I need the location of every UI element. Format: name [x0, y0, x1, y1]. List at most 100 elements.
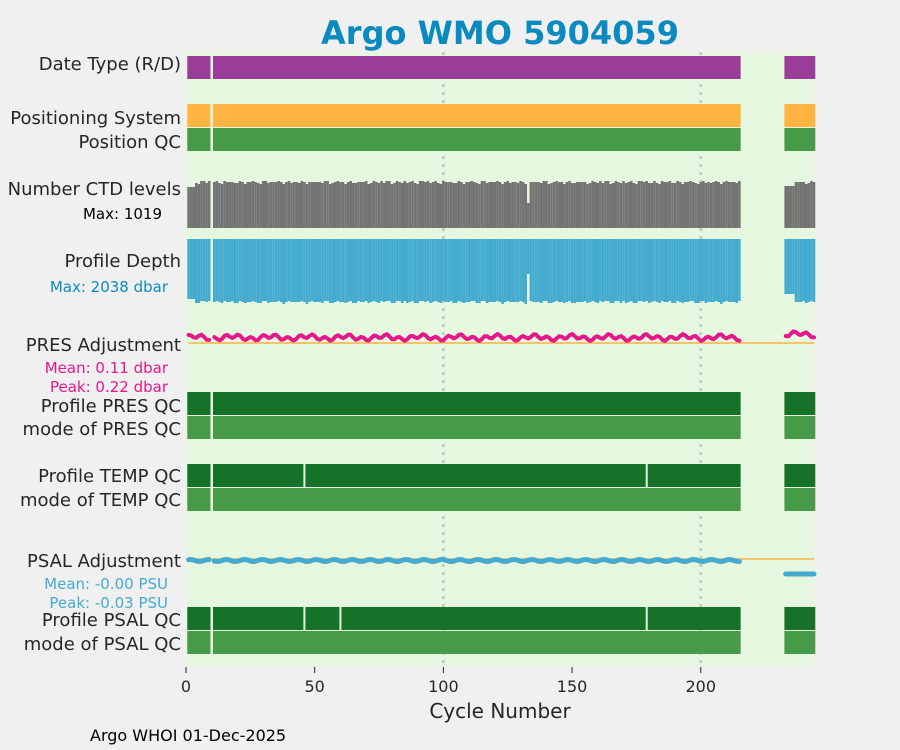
profile-bar [573, 239, 576, 303]
profile-bar [660, 181, 664, 228]
profile-bar [318, 239, 322, 302]
profile-bar [555, 239, 558, 301]
profile-bar [195, 239, 198, 303]
profile-bar [357, 182, 360, 228]
band-segment [187, 631, 211, 654]
series-profile-depth [187, 239, 816, 304]
profile-bar [385, 239, 389, 301]
profile-bar [511, 182, 515, 228]
profile-bar [516, 183, 520, 228]
adjustment-segment [186, 557, 212, 564]
profile-bar [408, 182, 412, 228]
profile-bar [382, 183, 386, 228]
band-segment [187, 607, 211, 630]
profile-bar [668, 181, 672, 228]
profile-bar [478, 239, 481, 303]
profile-bar [287, 239, 291, 301]
profile-bar [205, 239, 208, 302]
profile-bar [483, 181, 486, 228]
profile-bar [390, 239, 394, 303]
profile-bar [370, 183, 373, 228]
profile-bar [187, 239, 190, 299]
profile-bar [424, 239, 427, 302]
band-segment [784, 128, 816, 151]
profile-bar [452, 183, 455, 228]
profile-bar [673, 239, 677, 303]
profile-bar [426, 181, 430, 228]
profile-bar [676, 181, 679, 228]
profile-bar [310, 239, 314, 301]
profile-bar [285, 239, 288, 302]
profile-bar [707, 239, 710, 302]
profile-bar [346, 182, 350, 228]
profile-bar [460, 239, 463, 302]
profile-bar [344, 184, 347, 228]
profile-bar [213, 182, 216, 228]
profile-bar [241, 239, 244, 302]
profile-bar [339, 239, 342, 302]
profile-bar [200, 181, 203, 228]
profile-bar [799, 182, 803, 228]
profile-bar [727, 182, 731, 228]
profile-bar [249, 182, 252, 228]
profile-bar [663, 239, 667, 302]
profile-bar [660, 239, 664, 301]
profile-bar [282, 184, 286, 228]
profile-bar [627, 239, 630, 302]
profile-bar [388, 239, 391, 301]
profile-bar [408, 239, 412, 302]
profile-bar [503, 182, 507, 228]
profile-bar [601, 239, 605, 302]
profile-bar [555, 181, 558, 228]
profile-bar [254, 239, 257, 302]
profile-bar [261, 181, 265, 228]
profile-bar [434, 239, 437, 301]
profile-bar [686, 182, 690, 228]
profile-bar [691, 239, 695, 301]
profile-bar [532, 239, 535, 302]
profile-bar [483, 239, 486, 301]
adjustment-segment [211, 557, 742, 564]
profile-bar [300, 181, 304, 228]
profile-bar [647, 183, 651, 228]
profile-bar [624, 239, 628, 303]
row-label: Date Type (R/D) [39, 54, 181, 75]
profile-bar [596, 239, 600, 303]
profile-bar [738, 181, 741, 228]
profile-bar [465, 239, 468, 302]
profile-bar [215, 239, 219, 301]
profile-bar [609, 184, 612, 228]
profile-bar [346, 239, 350, 302]
profile-bar [326, 181, 329, 228]
profile-bar [287, 181, 291, 228]
profile-bar [264, 239, 268, 301]
profile-bar [655, 239, 659, 302]
profile-bar [238, 181, 242, 228]
band-segment [784, 464, 816, 487]
profile-bar [449, 182, 453, 228]
series-mode-of-pres-qc [187, 416, 816, 439]
band-break [303, 607, 306, 630]
profile-bar [200, 239, 203, 301]
profile-bar [699, 239, 703, 301]
profile-bar [236, 183, 239, 228]
x-tick-label: 100 [428, 677, 459, 696]
profile-bar [411, 239, 414, 301]
profile-bar [333, 182, 337, 228]
profile-bar [367, 184, 371, 228]
profile-bar [658, 239, 661, 303]
profile-bar [606, 239, 610, 301]
profile-bar [640, 239, 643, 301]
profile-bar [313, 182, 316, 228]
profile-bar [604, 181, 607, 228]
profile-bar [539, 183, 543, 228]
profile-bar [308, 239, 311, 302]
profile-bar [349, 181, 353, 228]
profile-bar [506, 181, 510, 228]
band-segment [213, 631, 741, 654]
profile-bar [472, 182, 476, 228]
profile-bar [197, 239, 201, 303]
profile-bar [730, 239, 733, 302]
profile-bar [341, 182, 345, 228]
profile-bar [509, 239, 512, 302]
